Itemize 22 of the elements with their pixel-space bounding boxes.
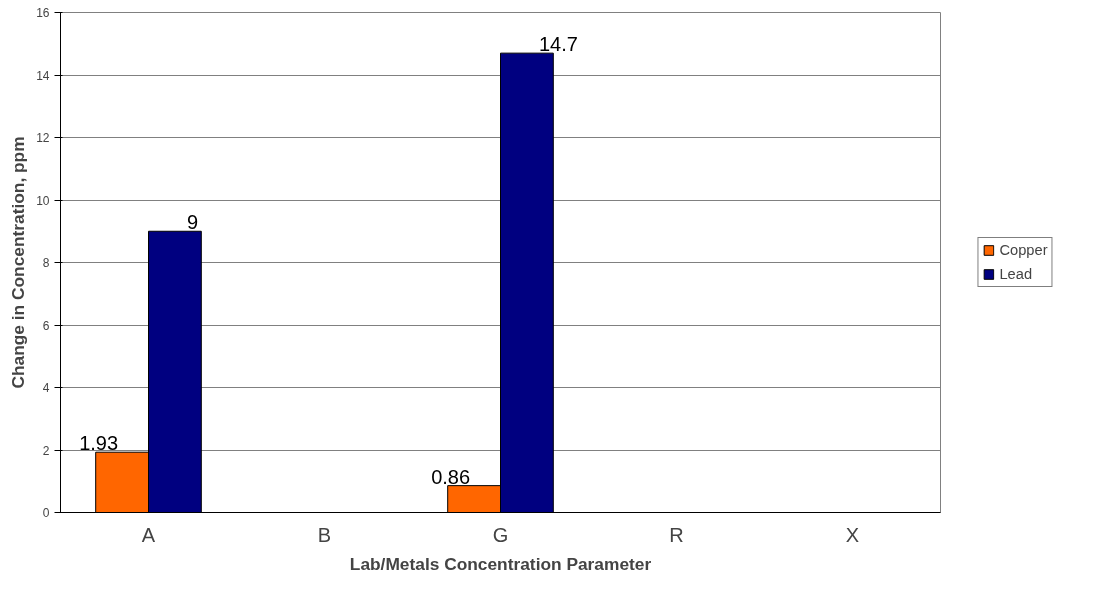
x-tick-label: G [492, 523, 509, 546]
y-axis-title: Change in Concentration, ppm [8, 136, 29, 389]
y-tick-label: 14 [36, 68, 50, 83]
data-label: 14.7 [538, 33, 578, 56]
y-tick-label: 16 [36, 6, 50, 20]
y-tick-label: 8 [42, 256, 50, 270]
x-tick-label: A [141, 523, 156, 546]
legend-label: Copper [999, 242, 1048, 258]
data-label: 1.93 [79, 432, 119, 455]
data-label: 0.86 [431, 465, 471, 488]
x-tick-label: B [317, 523, 332, 546]
y-tick-label: 6 [42, 318, 50, 333]
y-tick-label: 0 [42, 506, 50, 520]
y-tick-label: 10 [36, 193, 50, 208]
x-tick-label: R [669, 523, 684, 546]
legend-label: Lead [999, 266, 1033, 282]
y-tick-label: 12 [36, 131, 50, 145]
y-tick-label: 2 [42, 443, 50, 458]
x-tick-label: X [845, 523, 860, 546]
data-label: 9 [186, 211, 199, 234]
x-axis-title: Lab/Metals Concentration Parameter [349, 553, 652, 574]
y-tick-label: 4 [42, 381, 50, 395]
